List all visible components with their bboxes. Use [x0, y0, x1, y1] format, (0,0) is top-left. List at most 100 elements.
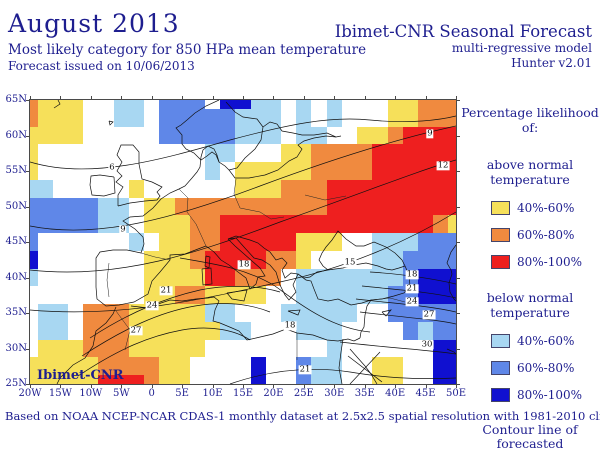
- contour-label: 18: [405, 269, 419, 280]
- probability-cell: [189, 304, 205, 322]
- probability-cell: [220, 304, 236, 322]
- probability-cell: [296, 197, 312, 216]
- axis-tick: [26, 277, 30, 279]
- probability-cell: [281, 144, 297, 163]
- probability-cell: [52, 126, 69, 145]
- probability-cell: [417, 233, 434, 251]
- probability-cell: [357, 197, 373, 216]
- probability-cell: [326, 268, 342, 287]
- probability-cell: [448, 233, 456, 251]
- contour-label: 12: [436, 160, 450, 171]
- probability-cell: [204, 215, 221, 234]
- probability-cell: [448, 375, 456, 384]
- contour-label: 9: [426, 128, 434, 139]
- borders-layer: [106, 178, 406, 360]
- probability-cell: [341, 268, 358, 287]
- y-axis-label: 65N: [5, 94, 27, 105]
- probability-cell: [387, 268, 403, 287]
- coastline-layer: [53, 100, 456, 384]
- probability-cell: [326, 108, 342, 127]
- axis-tick: [212, 96, 214, 100]
- probability-cell: [52, 321, 69, 340]
- probability-cell: [311, 375, 327, 384]
- axis-tick: [151, 384, 153, 388]
- above-60-80-swatch: [491, 227, 510, 242]
- axis-tick: [26, 384, 30, 385]
- probability-cell: [144, 357, 160, 376]
- probability-cell: [128, 108, 145, 127]
- probability-cell: [448, 108, 456, 127]
- issued-date: Forecast issued on 10/06/2013: [8, 59, 195, 74]
- axis-tick: [121, 384, 123, 388]
- axis-tick: [26, 171, 30, 172]
- probability-cell: [37, 126, 53, 145]
- probability-cell: [204, 144, 221, 163]
- axis-tick: [395, 384, 397, 388]
- axis-tick: [26, 348, 30, 350]
- probability-cell: [417, 268, 434, 287]
- page-subtitle: Most likely category for 850 HPa mean te…: [8, 42, 367, 59]
- probability-cell: [296, 162, 312, 180]
- axis-tick: [151, 96, 153, 100]
- probability-cell: [326, 339, 342, 358]
- axis-tick: [273, 384, 275, 388]
- probability-cell: [37, 197, 53, 216]
- probability-cell: [30, 197, 38, 216]
- probability-cell: [250, 179, 266, 198]
- probability-cell: [372, 197, 388, 216]
- probability-cell: [387, 197, 403, 216]
- x-axis-label: 0: [148, 388, 155, 399]
- probability-cell: [417, 197, 434, 216]
- probability-cell: [220, 144, 236, 163]
- probability-cell: [433, 215, 449, 234]
- axis-tick: [334, 384, 336, 388]
- axis-tick: [456, 100, 460, 101]
- y-axis-label: 30N: [5, 342, 27, 354]
- probability-cell: [326, 179, 342, 198]
- probability-cell: [159, 215, 175, 234]
- probability-cell: [372, 162, 388, 180]
- axis-tick: [182, 96, 184, 100]
- axis-tick: [90, 96, 92, 100]
- axis-tick: [26, 100, 30, 101]
- probability-cell: [281, 197, 297, 216]
- legend-item: 60%-80%: [491, 227, 599, 242]
- probability-cell: [159, 108, 175, 127]
- probability-cell: [387, 108, 403, 127]
- probability-cell: [159, 339, 175, 358]
- probability-cell: [174, 357, 190, 376]
- probability-cell: [235, 162, 251, 180]
- probability-cell: [68, 357, 84, 376]
- probability-cell: [341, 304, 358, 322]
- probability-cell: [68, 126, 84, 145]
- probability-cell: [433, 357, 449, 376]
- axis-tick: [395, 96, 397, 100]
- legend-item-label: 80%-100%: [517, 387, 583, 402]
- axis-tick: [26, 313, 30, 314]
- probability-cell: [326, 233, 342, 251]
- probability-cell: [113, 375, 129, 384]
- probability-cell: [311, 215, 327, 234]
- probability-cell: [68, 339, 84, 358]
- axis-tick: [30, 96, 31, 100]
- y-axis-label: 25N: [5, 378, 27, 389]
- axis-tick: [182, 384, 184, 388]
- probability-cell: [159, 375, 175, 384]
- map-watermark: Ibimet-CNR: [37, 368, 124, 383]
- probability-cell: [265, 126, 282, 145]
- probability-cell: [433, 179, 449, 198]
- axis-tick: [456, 206, 460, 208]
- probability-cell: [281, 215, 297, 234]
- y-axis-label: 45N: [5, 236, 27, 247]
- probability-cell: [159, 197, 175, 216]
- probability-cell: [220, 215, 236, 234]
- probability-cell: [235, 197, 251, 216]
- probability-cell: [113, 339, 129, 358]
- probability-cell: [220, 268, 236, 287]
- probability-cell: [296, 179, 312, 198]
- y-axis-label: 60N: [5, 129, 27, 141]
- probability-cell: [98, 357, 114, 376]
- probability-cell: [417, 250, 434, 269]
- probability-cell: [357, 215, 373, 234]
- legend-item-label: 40%-60%: [517, 333, 575, 348]
